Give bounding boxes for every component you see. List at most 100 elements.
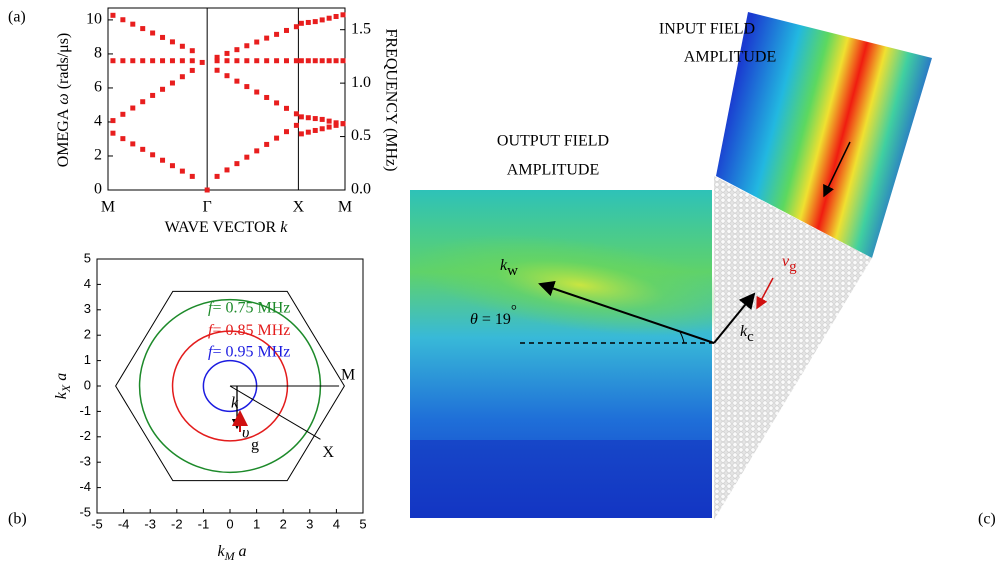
vg-label: υ xyxy=(242,425,249,442)
point xyxy=(120,136,125,141)
point xyxy=(341,58,346,63)
y-tick-label: -3 xyxy=(79,454,91,469)
x-tick-label: 3 xyxy=(306,516,313,531)
point xyxy=(334,123,339,128)
point xyxy=(190,48,195,53)
y-tick-label: 2 xyxy=(84,327,91,342)
point xyxy=(320,117,325,122)
x-tick-label: M xyxy=(101,199,115,216)
x-tick-label: -5 xyxy=(91,516,103,531)
output-title: AMPLITUDE xyxy=(507,162,599,179)
point xyxy=(264,142,269,147)
y-label-text: OMEGA xyxy=(55,108,72,167)
point xyxy=(170,163,175,168)
point xyxy=(170,58,175,63)
x-tick-label: 2 xyxy=(280,516,287,531)
kw-sub: w xyxy=(507,263,518,279)
label-tail: a xyxy=(53,373,70,385)
point xyxy=(110,58,115,63)
point xyxy=(327,125,332,130)
point xyxy=(130,106,135,111)
y-tick-label: 3 xyxy=(84,301,91,316)
point xyxy=(130,141,135,146)
point xyxy=(170,39,175,44)
x-tick-label: -1 xyxy=(198,516,210,531)
output-title: OUTPUT FIELD xyxy=(497,133,609,150)
point xyxy=(234,47,239,52)
point xyxy=(274,32,279,37)
point xyxy=(327,119,332,124)
kc-sub: c xyxy=(747,329,754,345)
point xyxy=(264,95,269,100)
point xyxy=(306,115,311,120)
point xyxy=(180,169,185,174)
point xyxy=(244,84,249,89)
point xyxy=(254,40,259,45)
point xyxy=(224,58,229,63)
point xyxy=(306,20,311,25)
y-tick-label: 0 xyxy=(94,181,102,198)
panel-label: (a) xyxy=(8,9,26,26)
point xyxy=(224,167,229,172)
point xyxy=(224,73,229,78)
y-label: OMEGAω(rads/μs) xyxy=(55,33,72,168)
point xyxy=(313,116,318,121)
x-tick-label: 0 xyxy=(226,516,233,531)
point xyxy=(140,99,145,104)
point xyxy=(299,58,304,63)
y-tick-label: -5 xyxy=(79,504,91,519)
point xyxy=(294,111,299,116)
point xyxy=(180,44,185,49)
x-label-var: k xyxy=(280,219,288,236)
label-tail: a xyxy=(235,543,247,560)
point xyxy=(110,13,115,18)
label-text: = 0.75 MHz xyxy=(212,299,290,316)
iso-frequency-label: f= 0.95 MHz xyxy=(208,343,290,360)
x-tick-label: -3 xyxy=(144,516,156,531)
point xyxy=(299,131,304,136)
y-tick-label: 4 xyxy=(94,113,102,130)
point xyxy=(294,24,299,29)
point xyxy=(150,93,155,98)
point xyxy=(244,155,249,160)
point xyxy=(284,106,289,111)
y-tick-label: -1 xyxy=(79,403,91,418)
vg-sub: g xyxy=(251,437,259,454)
y-tick-label: 5 xyxy=(84,250,91,265)
y-tick-label: 1 xyxy=(84,352,91,367)
point xyxy=(160,35,165,40)
point xyxy=(234,79,239,84)
point xyxy=(120,17,125,22)
point xyxy=(254,58,259,63)
x-tick-label: -2 xyxy=(171,516,183,531)
point xyxy=(215,55,220,60)
x-tick-label: X xyxy=(293,199,305,216)
point xyxy=(294,58,299,63)
point xyxy=(274,100,279,105)
y-tick-label: -4 xyxy=(79,479,91,494)
point xyxy=(190,68,195,73)
x-tick-label: Γ xyxy=(203,199,212,216)
point xyxy=(215,174,220,179)
point xyxy=(341,12,346,17)
point xyxy=(299,21,304,26)
point xyxy=(110,118,115,123)
point xyxy=(150,152,155,157)
angle-unit: ° xyxy=(511,303,517,319)
point xyxy=(294,123,299,128)
point xyxy=(306,130,311,135)
symmetry-label: M xyxy=(341,367,355,384)
point xyxy=(284,28,289,33)
input-title: INPUT FIELD xyxy=(659,21,755,38)
panel-b: -5-4-3-2-1012345-5-4-3-2-1012345f= 0.75 … xyxy=(8,250,367,562)
point xyxy=(234,161,239,166)
point xyxy=(274,136,279,141)
point xyxy=(120,112,125,117)
k-label: k xyxy=(231,395,239,412)
point xyxy=(306,58,311,63)
point xyxy=(130,58,135,63)
point xyxy=(190,174,195,179)
panel-label: (b) xyxy=(8,511,27,528)
iso-frequency-label: f= 0.85 MHz xyxy=(208,322,290,339)
